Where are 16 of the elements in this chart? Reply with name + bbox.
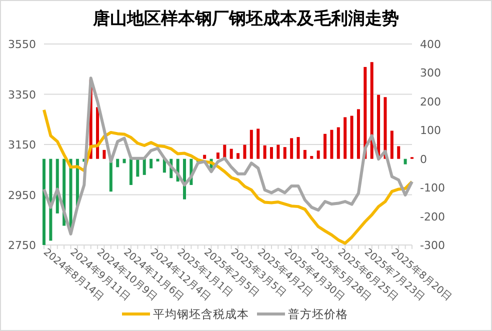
y2tick: -300 xyxy=(420,239,445,252)
ytick: 3550 xyxy=(8,38,36,51)
y2tick: 100 xyxy=(420,124,441,138)
ytick: 3150 xyxy=(8,138,36,152)
ytick: 2750 xyxy=(8,239,36,252)
y2tick: 400 xyxy=(420,38,441,51)
y2tick: -100 xyxy=(420,182,445,195)
ytick: 2950 xyxy=(8,188,36,202)
y2tick: 0 xyxy=(420,152,427,166)
title: 唐山地区样本钢厂钢坯成本及毛利润走势 xyxy=(93,9,399,29)
ytick: 3350 xyxy=(8,88,36,102)
y2tick: 300 xyxy=(420,66,441,80)
y2tick: 200 xyxy=(420,95,441,108)
y2tick: -200 xyxy=(420,210,445,224)
legend: 普方坯价格 xyxy=(288,307,348,321)
legend: 平均钢坯含税成本 xyxy=(153,307,249,321)
